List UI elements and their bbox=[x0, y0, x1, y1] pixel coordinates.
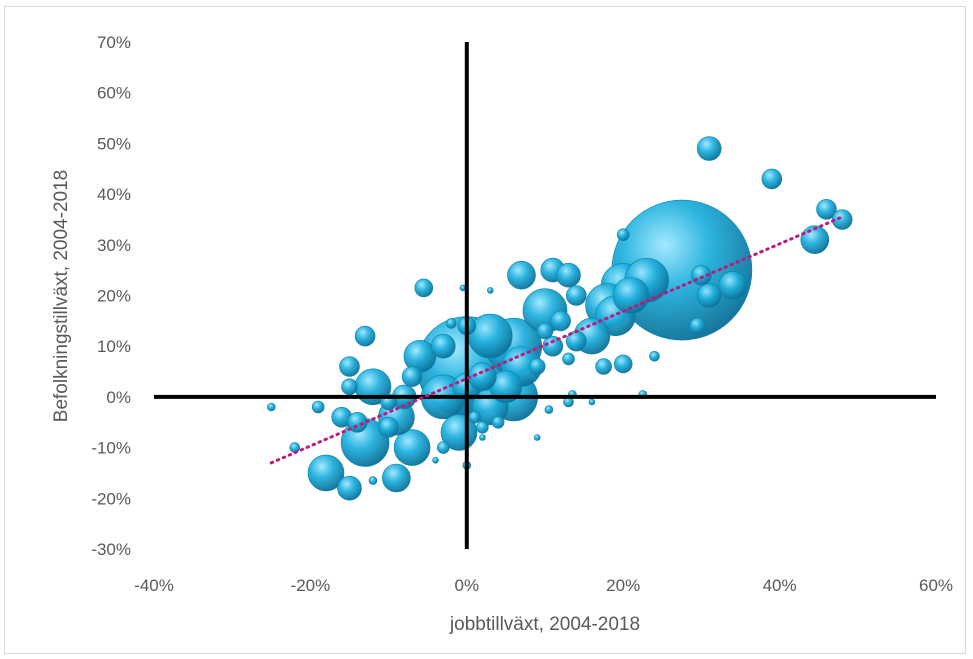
bubble-point bbox=[382, 463, 411, 493]
bubble-point bbox=[616, 228, 630, 241]
bubble-point bbox=[542, 335, 564, 357]
bubble-point bbox=[533, 434, 541, 441]
bubble-point bbox=[696, 283, 722, 308]
bubble-point bbox=[816, 199, 837, 220]
bubble-point bbox=[311, 400, 325, 414]
bubble-point bbox=[432, 456, 439, 464]
bubble-layer bbox=[266, 136, 853, 501]
bubble-point bbox=[479, 434, 486, 441]
x-tick-label: -20% bbox=[291, 576, 331, 595]
y-tick-label: -20% bbox=[91, 489, 131, 508]
bubble-point bbox=[467, 313, 513, 359]
bubble-point bbox=[339, 356, 360, 377]
bubble-point bbox=[800, 225, 830, 254]
y-axis-title: Befolkningstillväxt, 2004-2018 bbox=[51, 170, 72, 422]
x-tick-label: 60% bbox=[919, 576, 953, 595]
y-tick-label: 0% bbox=[106, 388, 131, 407]
bubble-point bbox=[689, 317, 706, 335]
bubble-point bbox=[393, 429, 431, 466]
linear-trendline bbox=[269, 215, 844, 465]
bubble-point bbox=[556, 262, 581, 288]
y-tick-label: 20% bbox=[97, 287, 131, 306]
y-tick-label: 10% bbox=[97, 337, 131, 356]
bubble-point bbox=[696, 136, 722, 161]
bubble-point bbox=[588, 398, 596, 406]
bubble-point bbox=[562, 352, 575, 366]
y-tick-label: 40% bbox=[97, 185, 131, 204]
bubble-point bbox=[595, 358, 612, 375]
bubble-point bbox=[544, 405, 554, 414]
bubble-point bbox=[831, 209, 853, 230]
x-tick-labels: -40% -20% 0% 20% 40% 60% bbox=[134, 576, 953, 595]
bubble-point bbox=[565, 285, 587, 306]
bubble-point bbox=[436, 441, 450, 454]
x-tick-label: -40% bbox=[134, 576, 174, 595]
y-tick-label: -30% bbox=[91, 540, 131, 559]
bubble-point bbox=[486, 287, 494, 294]
y-tick-labels: 70% 60% 50% 40% 30% 20% 10% 0% -10% -20% -30% bbox=[91, 33, 131, 559]
bubble-point bbox=[718, 271, 748, 300]
bubble-point bbox=[612, 277, 650, 314]
y-tick-label: 30% bbox=[97, 236, 131, 255]
bubble-point bbox=[507, 260, 536, 290]
bubble-point bbox=[307, 454, 345, 492]
axis-lines bbox=[154, 42, 936, 549]
bubble-point bbox=[468, 410, 481, 424]
bubble-point bbox=[341, 378, 358, 396]
bubble-point bbox=[491, 415, 505, 429]
bubble-point bbox=[401, 366, 423, 387]
y-tick-label: 70% bbox=[97, 33, 131, 52]
bubble-point bbox=[354, 325, 376, 347]
bubble-point bbox=[430, 333, 456, 359]
bubble-point bbox=[550, 310, 571, 332]
trendline-layer bbox=[269, 215, 844, 465]
bubble-point bbox=[613, 354, 633, 374]
y-tick-label: -10% bbox=[91, 439, 131, 458]
bubble-point bbox=[414, 278, 434, 298]
bubble-point bbox=[368, 476, 378, 485]
bubble-point bbox=[445, 318, 457, 329]
x-tick-label: 40% bbox=[763, 576, 797, 595]
y-tick-label: 60% bbox=[97, 84, 131, 103]
bubble-point bbox=[649, 350, 660, 362]
bubble-point bbox=[761, 168, 783, 190]
bubble-point bbox=[528, 358, 546, 375]
bubble-point bbox=[266, 402, 276, 412]
bubble-point bbox=[476, 420, 489, 434]
bubble-point bbox=[378, 416, 399, 438]
bubble-point bbox=[337, 475, 362, 501]
x-tick-label: 0% bbox=[455, 576, 480, 595]
x-axis-title: jobbtillväxt, 2004-2018 bbox=[449, 614, 640, 635]
bubble-point bbox=[536, 322, 554, 340]
x-tick-label: 20% bbox=[606, 576, 640, 595]
y-tick-label: 50% bbox=[97, 134, 131, 153]
